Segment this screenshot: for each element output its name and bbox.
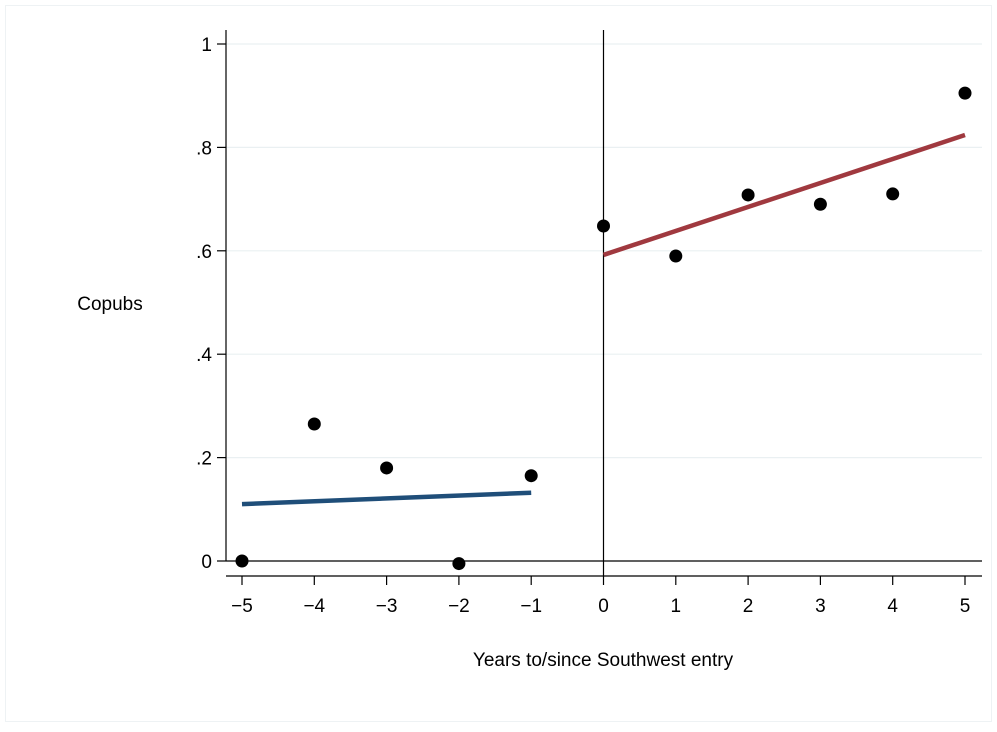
x-tick-label: 3 — [815, 596, 826, 617]
scatter-point — [307, 417, 321, 431]
y-axis-title: Copubs — [77, 294, 143, 315]
x-tick-label: −2 — [448, 596, 470, 617]
scatter-point — [452, 557, 466, 571]
y-tick-label: .2 — [196, 449, 212, 470]
label-layer: Copubs Years to/since Southwest entry — [77, 294, 733, 671]
y-tick-label: .4 — [196, 345, 212, 366]
scatter-point — [886, 187, 900, 201]
axis-layer: 0 .2 .4 .6 .8 1 −5 −4 −3 −2 −1 0 1 2 3 4 5 — [196, 30, 982, 617]
scatter-point — [741, 188, 755, 202]
scatter-point — [235, 554, 249, 568]
x-tick-label: 0 — [598, 596, 609, 617]
x-tick-label: 1 — [671, 596, 682, 617]
scatter-point — [524, 469, 538, 483]
chart-frame — [5, 5, 992, 722]
series-layer — [235, 86, 972, 571]
fit-line-pre-entry — [241, 490, 532, 507]
y-tick-label: .6 — [196, 242, 212, 263]
x-tick-label: −5 — [231, 596, 253, 617]
x-tick-label: 4 — [887, 596, 898, 617]
y-tick-label: 1 — [201, 35, 212, 56]
scatter-point — [380, 461, 394, 475]
x-tick-label: 2 — [743, 596, 754, 617]
x-tick-label: 5 — [960, 596, 971, 617]
scatter-point — [813, 197, 827, 211]
x-axis-title: Years to/since Southwest entry — [473, 650, 734, 671]
scatter-point — [669, 249, 683, 263]
x-tick-label: −1 — [520, 596, 542, 617]
x-tick-label: −4 — [303, 596, 325, 617]
y-tick-label: .8 — [196, 138, 212, 159]
fit-line-post-entry — [602, 132, 966, 258]
scatter-point — [597, 219, 610, 233]
x-tick-label: −3 — [376, 596, 398, 617]
y-tick-label: 0 — [201, 552, 212, 573]
scatter-point — [958, 86, 972, 100]
